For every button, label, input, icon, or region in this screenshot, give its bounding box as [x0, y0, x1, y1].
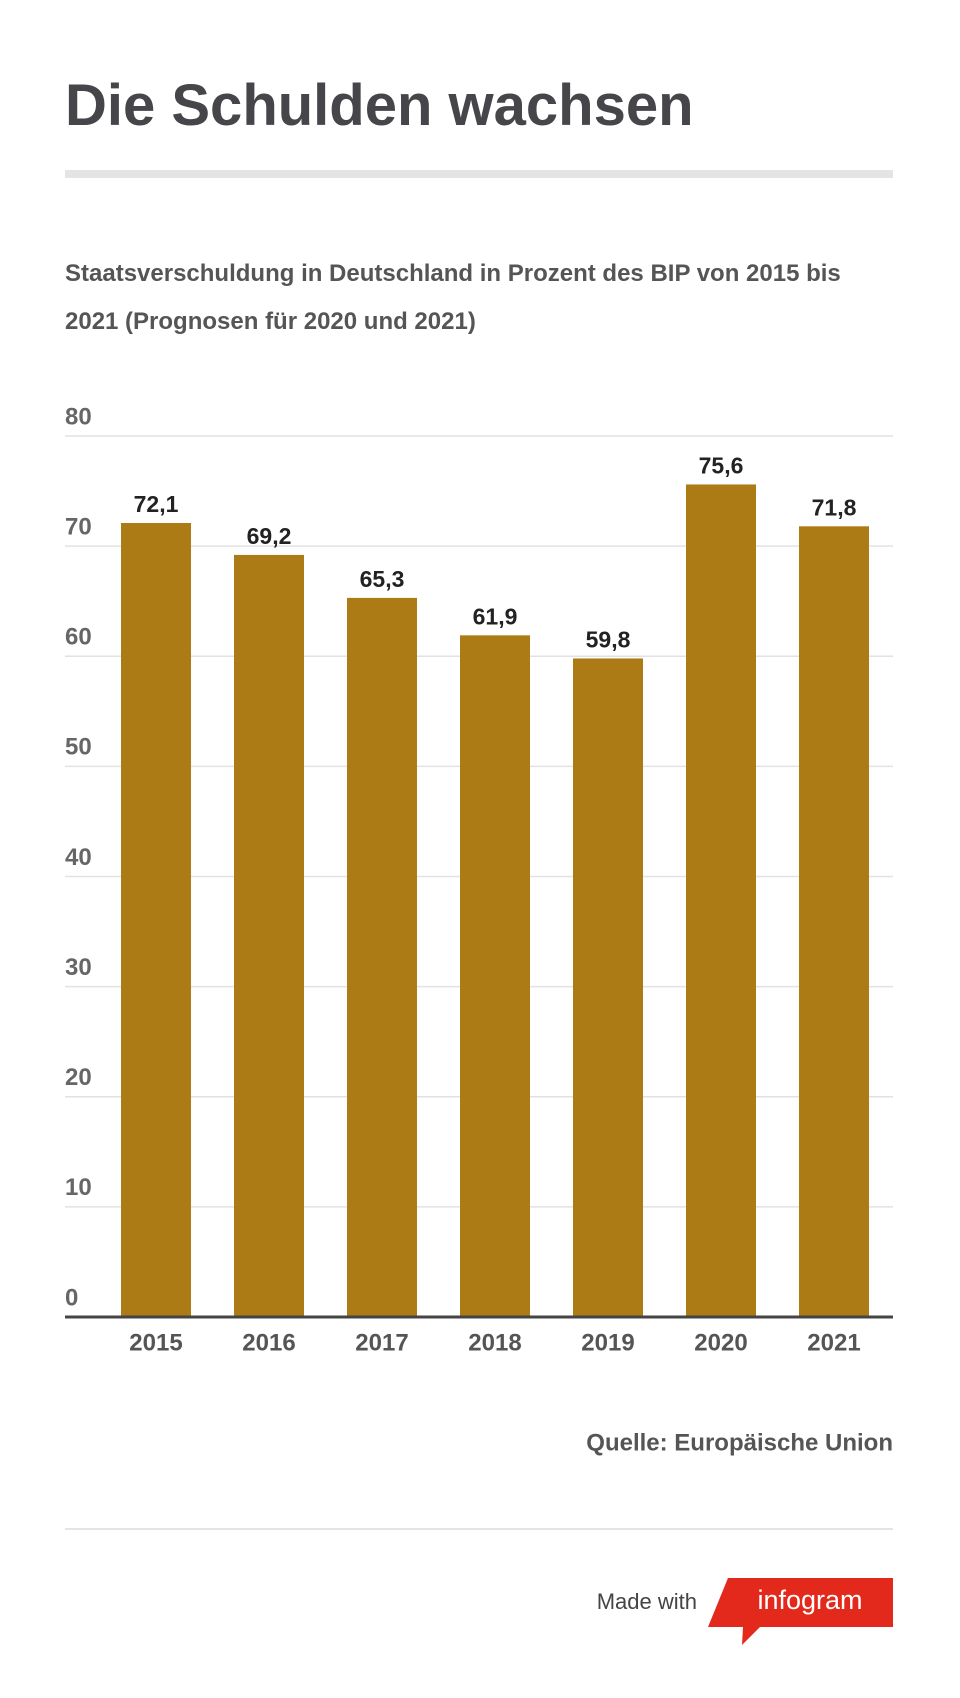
y-tick-label: 10: [65, 1174, 92, 1201]
value-label: 71,8: [812, 494, 857, 520]
bar: [686, 484, 756, 1318]
made-with: Made with: [597, 1589, 697, 1614]
x-tick-label: 2017: [355, 1329, 408, 1356]
bar: [234, 554, 304, 1317]
y-tick-label: 60: [65, 624, 92, 651]
y-tick-label: 50: [65, 734, 92, 761]
bar: [573, 658, 643, 1317]
y-tick-label: 70: [65, 513, 92, 540]
title-separator: [65, 170, 893, 178]
value-label: 75,6: [699, 453, 744, 479]
value-label: 59,8: [586, 627, 631, 653]
y-tick-label: 80: [65, 403, 92, 430]
value-label: 65,3: [360, 566, 405, 592]
brand-text[interactable]: infogram: [757, 1585, 862, 1615]
x-tick-label: 2018: [468, 1329, 521, 1356]
x-tick-label: 2020: [694, 1329, 747, 1356]
bar: [121, 522, 191, 1317]
x-tick-label: 2021: [807, 1329, 860, 1356]
source: Quelle: Europäische Union: [586, 1429, 893, 1456]
value-label: 61,9: [473, 603, 518, 629]
value-label: 72,1: [134, 491, 179, 517]
bar: [460, 635, 530, 1317]
x-tick-label: 2015: [129, 1329, 182, 1356]
y-tick-label: 30: [65, 954, 92, 981]
y-tick-label: 20: [65, 1064, 92, 1091]
chart-title: Die Schulden wachsen: [65, 73, 694, 138]
y-tick-label: 40: [65, 844, 92, 871]
chart-subtitle: Staatsverschuldung in Deutschland in Pro…: [65, 260, 841, 335]
brand-logo[interactable]: [708, 1578, 893, 1645]
bar: [799, 526, 869, 1317]
x-tick-label: 2019: [581, 1329, 634, 1356]
bar: [347, 597, 417, 1317]
y-tick-label: 0: [65, 1284, 78, 1311]
x-tick-label: 2016: [242, 1329, 295, 1356]
value-label: 69,2: [247, 523, 292, 549]
